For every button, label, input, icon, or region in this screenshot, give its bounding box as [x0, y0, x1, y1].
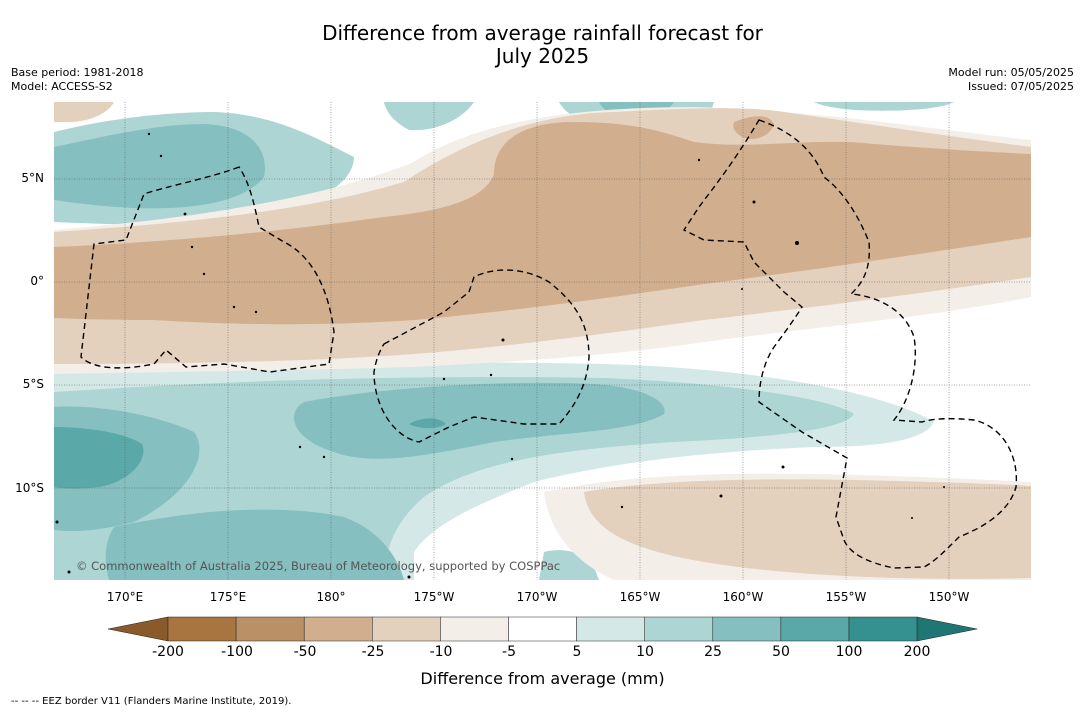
- colorbar-tick: -100: [221, 644, 253, 660]
- island: [943, 486, 945, 488]
- lon-label-170e: 170°E: [106, 590, 144, 604]
- colorbar-tick: 50: [772, 644, 790, 660]
- base-period-text: Base period: 1981-2018: [11, 66, 144, 79]
- colorbar-segment: [576, 616, 645, 642]
- meta-left: Base period: 1981-2018 Model: ACCESS-S2: [11, 66, 143, 94]
- copyright-notice: © Commonwealth of Australia 2025, Bureau…: [76, 559, 561, 573]
- island: [183, 212, 187, 216]
- colorbar-segment: [372, 616, 441, 642]
- island: [795, 241, 799, 245]
- wet-region-south-core-east: [294, 382, 665, 459]
- colorbar-tick: 200: [903, 644, 931, 660]
- island: [442, 377, 446, 381]
- eez-border-west: [80, 166, 335, 373]
- island: [510, 457, 514, 461]
- island: [719, 494, 723, 498]
- lon-label-175e: 175°E: [209, 590, 247, 604]
- colorbar-segment: [440, 616, 509, 642]
- colorbar-segments: [107, 616, 978, 642]
- wet-region-north-center: [384, 102, 474, 131]
- title-line-2: July 2025: [495, 44, 590, 68]
- lon-label-175w: 175°W: [413, 590, 455, 604]
- island: [752, 200, 756, 204]
- wet-region-north-west-core: [54, 124, 265, 209]
- colorbar-arrow-high: [916, 616, 978, 642]
- rainfall-map-canvas: [54, 102, 1031, 580]
- eez-footnote: -- -- -- EEZ border V11 (Flanders Marine…: [11, 696, 292, 707]
- colorbar-tick: -10: [429, 644, 453, 660]
- island: [67, 570, 71, 574]
- island: [489, 373, 493, 377]
- colorbar-label: Difference from average (mm): [420, 669, 665, 688]
- island: [298, 445, 302, 449]
- islands: [55, 132, 945, 579]
- island: [697, 158, 701, 162]
- lon-label-155w: 155°W: [825, 590, 867, 604]
- lat-label-10s: 10°S: [15, 481, 44, 495]
- island: [232, 305, 236, 309]
- colorbar-segment: [167, 616, 237, 642]
- map-title: Difference from average rainfall forecas…: [0, 22, 1085, 68]
- island: [407, 575, 411, 579]
- lon-label-160w: 160°W: [722, 590, 764, 604]
- wet-region-south-core-south: [105, 509, 404, 580]
- colorbar-tick: 100: [835, 644, 863, 660]
- lon-label-165w: 165°W: [619, 590, 661, 604]
- meta-right: Model run: 05/05/2025 Issued: 07/05/2025: [948, 66, 1074, 94]
- island: [501, 338, 505, 342]
- lat-label-5n: 5°N: [21, 171, 44, 185]
- lat-label-0: 0°: [30, 274, 44, 288]
- colorbar-tick: 25: [704, 644, 722, 660]
- wet-region-south-small: [409, 418, 446, 429]
- colorbar-arrow-low: [107, 616, 169, 642]
- island: [322, 455, 326, 459]
- model-text: Model: ACCESS-S2: [11, 80, 113, 93]
- island: [781, 465, 785, 469]
- lon-label-150w: 150°W: [928, 590, 970, 604]
- island: [55, 520, 59, 524]
- title-line-1: Difference from average rainfall forecas…: [322, 21, 763, 45]
- island: [159, 154, 163, 158]
- colorbar-tick: 5: [572, 644, 582, 660]
- colorbar-segment: [303, 616, 373, 642]
- island: [190, 245, 194, 249]
- island: [202, 272, 206, 276]
- dry-region-north-west: [54, 102, 114, 122]
- island: [741, 288, 743, 290]
- island: [254, 310, 258, 314]
- issued-text: Issued: 07/05/2025: [967, 80, 1074, 93]
- colorbar: [107, 616, 978, 642]
- lat-label-5s: 5°S: [22, 377, 44, 391]
- wet-region-north-east: [814, 102, 954, 111]
- colorbar-tick: -50: [293, 644, 317, 660]
- colorbar-segment: [780, 616, 850, 642]
- colorbar-segment: [644, 616, 714, 642]
- wet-region-south-core-west-2: [54, 427, 144, 489]
- rainfall-map[interactable]: [54, 102, 1031, 580]
- lon-label-170w: 170°W: [516, 590, 558, 604]
- colorbar-tick: -25: [361, 644, 385, 660]
- colorbar-tick: 10: [636, 644, 654, 660]
- lon-label-180: 180°: [316, 590, 346, 604]
- colorbar-segment: [848, 616, 918, 642]
- eez-borders: [80, 119, 1018, 569]
- colorbar-tick: -5: [502, 644, 516, 660]
- colorbar-tick: -200: [152, 644, 184, 660]
- eez-border-center: [373, 269, 590, 443]
- island: [620, 505, 624, 509]
- colorbar-segment: [712, 616, 782, 642]
- model-run-text: Model run: 05/05/2025: [948, 66, 1074, 79]
- colorbar-segment: [508, 616, 577, 642]
- graticule: [54, 102, 1031, 580]
- island: [147, 132, 151, 136]
- dry-region-south-east: [584, 479, 1031, 579]
- colorbar-segment: [235, 616, 305, 642]
- dry-region-core: [54, 122, 1031, 325]
- island: [911, 517, 913, 519]
